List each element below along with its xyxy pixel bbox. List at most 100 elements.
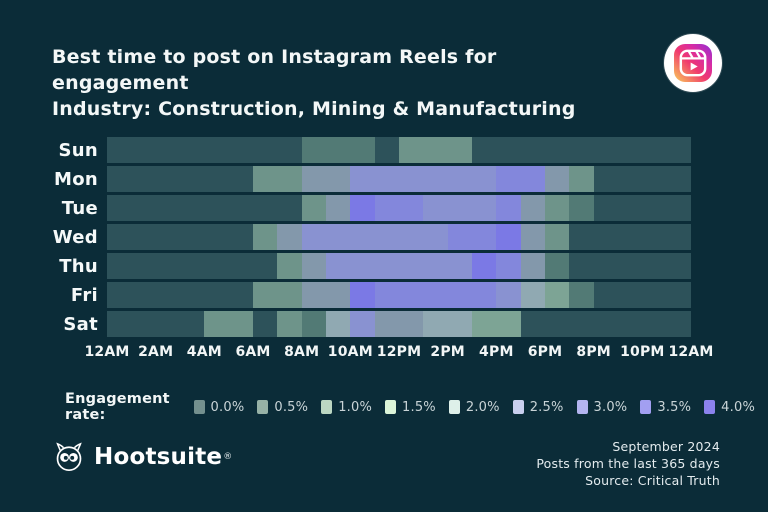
heatmap-row-cells [107,137,691,163]
heatmap-row-cells [107,166,691,192]
heatmap-cell [544,137,570,163]
title-line-1: Best time to post on Instagram Reels for… [52,46,497,94]
heatmap-cell [228,195,253,221]
legend-swatch [385,400,397,414]
heatmap-cell [642,224,667,250]
heatmap-cell [325,224,351,250]
heatmap-cell [569,253,594,279]
heatmap-cell [277,195,302,221]
heatmap-cell [423,166,448,192]
x-tick-label: 10AM [327,344,373,360]
heatmap-cell [496,253,521,279]
heatmap-cell [642,311,667,337]
heatmap-cell [374,137,399,163]
heatmap-cell [617,311,643,337]
heatmap-cell [593,311,618,337]
legend-swatch [257,400,269,414]
heatmap-cell [179,311,205,337]
heatmap-cell [666,137,691,163]
heatmap-cell [617,224,643,250]
legend-swatch [704,400,716,414]
legend-value-label: 4.0% [721,399,755,415]
heatmap-cell [496,166,521,192]
x-tick-label: 6PM [527,344,563,360]
legend-entry: 1.5% [385,400,436,415]
heatmap-cell [593,224,618,250]
heatmap-cell [447,253,472,279]
x-tick-label: 12PM [376,344,422,360]
heatmap-cell [131,282,156,308]
x-tick-label: 8AM [284,344,320,360]
legend-entry: 0.5% [257,400,308,415]
heatmap-cell [252,224,278,250]
heatmap-cell [350,253,375,279]
heatmap-cell [252,137,278,163]
legend-value-label: 3.0% [593,399,628,415]
footer-date: September 2024 [612,439,720,454]
heatmap-cell [520,311,545,337]
heatmap-cell [131,311,156,337]
x-tick-label: 4AM [186,344,222,360]
x-tick-label: 10PM [620,344,665,360]
heatmap-cell [642,166,667,192]
x-tick-label: 2PM [430,344,465,360]
legend-entry: 2.0% [448,399,500,415]
heatmap-cell [155,224,180,250]
heatmap-row: Thu [52,253,691,279]
reels-glyph [679,49,707,77]
x-tick-label: 12AM [84,344,130,360]
heatmap-cell [131,166,156,192]
heatmap-cell [131,137,156,163]
heatmap-cell [131,253,156,279]
legend-swatch [448,400,460,414]
heatmap-cell [398,224,424,250]
hootsuite-owl-icon [56,442,82,472]
heatmap-cell [252,166,278,192]
legend-entry: 1.0% [321,400,372,415]
heatmap: Sun Mon Tue Wed Thu Fri Sat [52,137,691,340]
x-tick-label: 4PM [479,344,514,360]
heatmap-cell [544,224,570,250]
legend-value-label: 2.0% [465,399,500,415]
heatmap-cell [350,282,375,308]
heatmap-cell [544,282,570,308]
heatmap-cell [471,166,497,192]
heatmap-cell [666,166,691,192]
heatmap-cell [617,137,643,163]
heatmap-cell [277,166,302,192]
heatmap-cell [593,282,618,308]
heatmap-cell [374,166,399,192]
heatmap-cell [325,282,351,308]
heatmap-cell [520,137,545,163]
heatmap-row-cells [107,224,691,250]
heatmap-cell [593,166,618,192]
heatmap-cell [301,224,326,250]
heatmap-cell [520,195,545,221]
heatmap-cell [155,137,180,163]
heatmap-cell [277,224,302,250]
heatmap-cell [447,224,472,250]
heatmap-cell [617,195,643,221]
heatmap-cell [179,282,205,308]
heatmap-cell [496,137,521,163]
heatmap-cell [179,253,205,279]
heatmap-row: Mon [52,166,691,192]
heatmap-cell [107,253,132,279]
heatmap-cell [544,166,570,192]
heatmap-cell [155,311,180,337]
heatmap-cell [204,282,229,308]
legend-value-label: 0.5% [274,399,309,415]
heatmap-cell [179,166,205,192]
heatmap-row-cells [107,195,691,221]
heatmap-cell [642,253,667,279]
instagram-reels-icon [664,34,722,92]
legend-swatch [576,400,588,414]
heatmap-row-cells [107,282,691,308]
heatmap-cell [666,282,691,308]
heatmap-cell [471,195,497,221]
heatmap-cell [350,311,375,337]
heatmap-cell [374,224,399,250]
day-label: Sun [58,139,98,161]
legend-value-label: 2.5% [529,399,564,415]
x-tick-label: 12AM [668,344,714,360]
